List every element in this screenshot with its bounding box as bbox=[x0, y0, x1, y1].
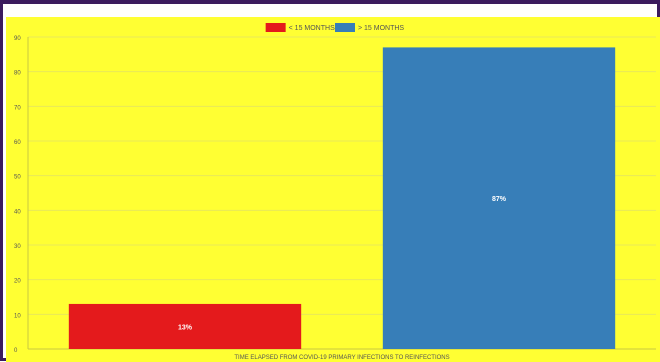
legend-label: < 15 MONTHS bbox=[289, 25, 335, 32]
legend-label: > 15 MONTHS bbox=[358, 25, 404, 32]
legend-swatch bbox=[265, 23, 286, 32]
y-tick-label: 40 bbox=[14, 209, 21, 215]
legend-item[interactable]: < 15 MONTHS bbox=[265, 23, 335, 32]
bar-data-label: 87% bbox=[492, 196, 507, 203]
bar-chart: 0 10 20 30 40 50 60 70 80 90 13% 87% < 15 MONTHS > … bbox=[6, 17, 660, 362]
y-tick-label: 0 bbox=[14, 348, 18, 354]
bar-data-label: 13% bbox=[178, 324, 193, 331]
y-tick-label: 50 bbox=[14, 175, 21, 181]
bar-data-labels: 13% 87% bbox=[178, 196, 507, 331]
y-tick-label: 70 bbox=[14, 105, 21, 111]
bar-under-15-months[interactable] bbox=[68, 303, 302, 349]
legend-swatch bbox=[335, 23, 355, 32]
bar-over-15-months[interactable] bbox=[382, 47, 616, 350]
y-tick-label: 30 bbox=[14, 244, 21, 250]
x-axis-title: TIME ELAPSED FROM COVID-19 PRIMARY INFEC… bbox=[234, 355, 449, 361]
legend-item[interactable]: > 15 MONTHS bbox=[335, 23, 404, 32]
y-tick-label: 20 bbox=[14, 279, 21, 285]
y-tick-label: 60 bbox=[14, 140, 21, 146]
y-tick-label: 10 bbox=[14, 313, 21, 319]
y-axis-tick-labels: 0 10 20 30 40 50 60 70 80 90 bbox=[14, 36, 21, 354]
y-tick-label: 90 bbox=[14, 36, 21, 42]
y-tick-label: 80 bbox=[14, 71, 21, 77]
legend[interactable]: < 15 MONTHS > 15 MONTHS bbox=[265, 23, 405, 32]
bars bbox=[68, 47, 616, 350]
grid-lines bbox=[27, 36, 656, 350]
